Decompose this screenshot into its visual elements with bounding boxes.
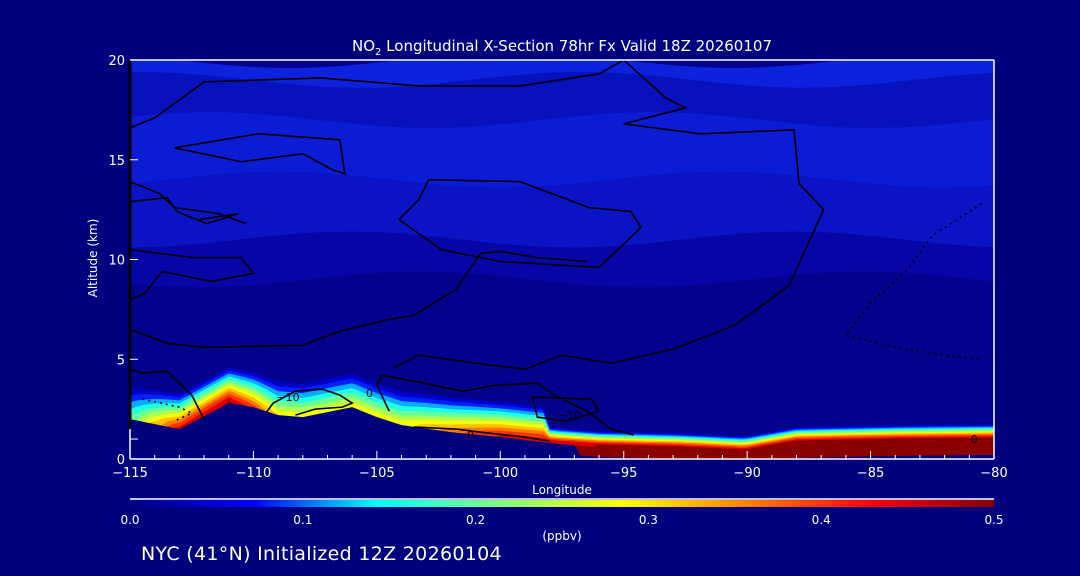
colorbar-tick-label: 0.2 — [466, 513, 485, 527]
colorbar-unit-label: (ppbv) — [542, 529, 581, 543]
boundary-layer-high-no2 — [574, 440, 994, 459]
contour-line — [265, 388, 354, 416]
contour-label: 0 — [971, 433, 978, 446]
concentration-band — [130, 60, 994, 88]
x-tick-label: −85 — [857, 466, 884, 481]
x-tick-label: −110 — [236, 466, 272, 481]
colorbar — [130, 500, 994, 507]
y-tick-label: 0 — [117, 453, 125, 468]
colorbar-tick-label: 0.4 — [812, 513, 831, 527]
x-tick-label: −90 — [733, 466, 760, 481]
y-tick-label: 5 — [117, 353, 125, 368]
colorbar-ticks: 0.0 0.1 0.2 0.3 0.4 0.5 — [120, 513, 1003, 527]
contour-lines: −10 0 −10 0 0 — [130, 60, 983, 446]
contour-line — [531, 396, 601, 422]
terrain — [130, 403, 994, 459]
colorbar-tick-label: 0.3 — [639, 513, 658, 527]
chart-title: NO2 Longitudinal X-Section 78hr Fx Valid… — [352, 37, 772, 58]
contour-line — [375, 374, 634, 436]
contour-line — [130, 368, 205, 420]
contour-line — [130, 60, 625, 129]
surface-no2-layer — [130, 397, 994, 452]
y-tick-label: 15 — [108, 154, 125, 169]
y-tick-label: 20 — [108, 54, 125, 69]
y-axis-label: Altitude (km) — [86, 219, 100, 298]
contour-label: 0 — [366, 387, 373, 400]
concentration-band — [130, 72, 994, 128]
contour-label: −10 — [276, 391, 299, 404]
contour-label: 0 — [467, 429, 474, 442]
x-tick-label: −100 — [482, 466, 518, 481]
contour-line — [174, 133, 346, 175]
contour-line — [142, 398, 194, 422]
footer-init-info: NYC (41°N) Initialized 12Z 20260104 — [141, 543, 502, 565]
x-tick-label: −105 — [359, 466, 395, 481]
contour-line — [130, 248, 255, 301]
plot-area — [130, 60, 994, 459]
colorbar-tick-label: 0.1 — [293, 513, 312, 527]
x-tick-label: −95 — [610, 466, 637, 481]
x-tick-label: −115 — [112, 466, 148, 481]
x-tick-label: −80 — [980, 466, 1007, 481]
contour-line — [393, 60, 825, 371]
contour-line — [130, 250, 587, 349]
contour-label: −10 — [558, 409, 581, 422]
contour-line — [397, 178, 643, 269]
surface-no2-layer — [130, 379, 994, 452]
colorbar-tick-label: 0.5 — [984, 513, 1003, 527]
x-axis-label: Longitude — [532, 483, 592, 497]
contour-line — [413, 426, 550, 442]
concentration-band — [130, 171, 994, 248]
colorbar-tick-label: 0.0 — [120, 513, 139, 527]
contour-line — [130, 196, 239, 225]
contour-line — [844, 202, 983, 361]
y-tick-label: 10 — [108, 254, 125, 269]
surface-no2-layer — [130, 393, 994, 452]
